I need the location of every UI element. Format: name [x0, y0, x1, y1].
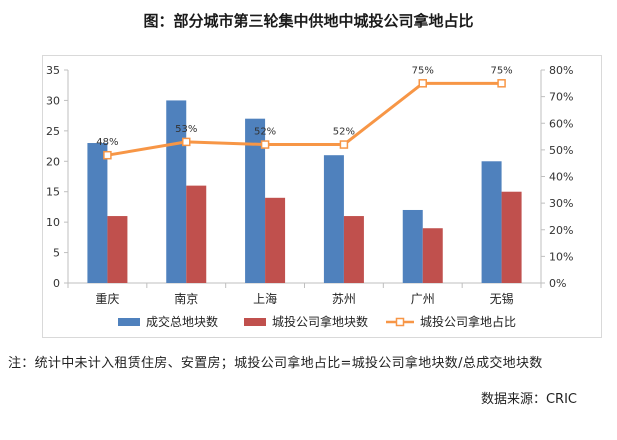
y-tick-label-right: 40% [549, 171, 573, 184]
footnote: 注：统计中未计入租赁住房、安置房；城投公司拿地占比=城投公司拿地块数/总成交地块… [8, 356, 543, 371]
y-tick-label-right: 60% [549, 117, 573, 130]
bar-chengtou [265, 197, 286, 283]
chart-title: 图：部分城市第三轮集中供地中城投公司拿地占比 [143, 12, 474, 30]
legend-swatch [244, 318, 266, 326]
x-tick-label: 无锡 [490, 291, 514, 306]
y-tick-label-right: 50% [549, 144, 573, 157]
data-label: 52% [333, 127, 355, 138]
y-tick-label-left: 25 [46, 125, 60, 138]
x-tick-label: 南京 [174, 291, 198, 306]
bar-total [323, 155, 344, 283]
y-tick-label-right: 0% [549, 277, 566, 290]
legend-swatch [118, 318, 140, 326]
y-tick-label-left: 20 [46, 155, 60, 168]
data-label: 53% [175, 124, 197, 135]
legend-marker [395, 317, 405, 327]
legend-label: 成交总地块数 [146, 314, 218, 329]
data-label: 75% [490, 65, 512, 76]
line-point [260, 140, 270, 149]
combo-chart: 0 5 10 15 20 25 30 35 0% 10% 20% 30% 40% 50% 60% 70% 80%… [46, 64, 573, 329]
data-label: 52% [254, 127, 276, 138]
bar-chengtou [422, 228, 443, 283]
bar-total [245, 118, 266, 283]
y-tick-label-left: 10 [46, 216, 60, 229]
bar-total [166, 100, 187, 283]
y-tick-label-left: 30 [46, 94, 60, 107]
line-ratio [107, 81, 502, 157]
y-tick-label-left: 5 [53, 247, 60, 260]
bar-total [87, 143, 108, 283]
y-tick-label-left: 15 [46, 186, 60, 199]
data-label: 75% [412, 65, 434, 76]
line-point [418, 79, 427, 88]
bar-total [402, 209, 423, 283]
x-tick-label: 上海 [253, 291, 277, 306]
line-point [339, 140, 349, 149]
legend-label: 城投公司拿地块数 [272, 314, 368, 329]
bar-total [481, 161, 502, 283]
data-label: 48% [96, 137, 118, 148]
line-point [103, 150, 112, 160]
x-tick-label: 苏州 [332, 292, 356, 306]
legend-label: 城投公司拿地占比 [420, 314, 516, 329]
y-tick-label-left: 0 [53, 277, 60, 290]
data-source: 数据来源：CRIC [480, 392, 577, 407]
y-tick-label-left: 35 [46, 64, 60, 77]
line-point [182, 137, 191, 147]
bar-chengtou [107, 216, 128, 283]
x-tick-label: 重庆 [95, 292, 119, 306]
y-tick-label-right: 70% [549, 91, 573, 104]
chart-frame [42, 55, 602, 338]
y-tick-label-right: 20% [549, 224, 573, 237]
bar-chengtou [186, 185, 207, 283]
y-tick-label-right: 30% [549, 197, 573, 210]
x-tick-label: 广州 [411, 292, 435, 306]
y-tick-label-right: 10% [549, 250, 573, 263]
line-point [497, 79, 506, 88]
y-tick-label-right: 80% [549, 64, 573, 77]
bar-chengtou [501, 191, 522, 283]
bar-chengtou [343, 216, 364, 283]
